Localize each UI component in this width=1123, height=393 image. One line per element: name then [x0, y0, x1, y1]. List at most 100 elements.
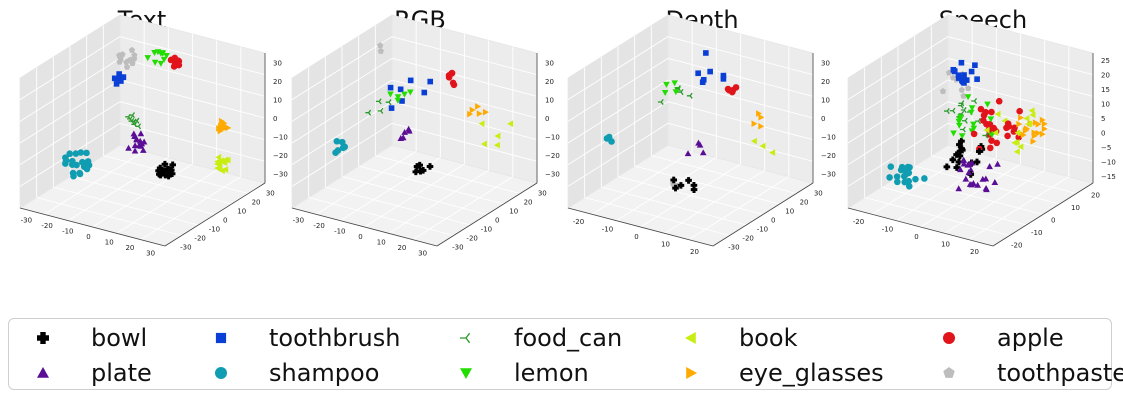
y-tick-label: -10	[481, 226, 492, 234]
y-tick-label: 0	[771, 217, 775, 225]
point-plate	[130, 130, 138, 137]
point-toothpaste	[377, 47, 384, 54]
y-tick-label: 0	[1051, 217, 1055, 225]
y-tick-label: -20	[742, 235, 753, 243]
point-toothbrush	[113, 81, 120, 87]
legend-item-book: book	[679, 323, 798, 353]
point-eye_glasses	[482, 108, 489, 116]
point-shampoo	[338, 138, 346, 146]
point-food_can	[982, 132, 989, 139]
point-toothpaste	[123, 63, 131, 70]
point-toothbrush	[388, 105, 395, 111]
point-toothbrush	[974, 76, 980, 82]
point-eye_glasses	[475, 103, 482, 110]
point-food_can	[949, 107, 956, 114]
point-shampoo	[66, 150, 74, 158]
point-food_can	[944, 108, 950, 115]
point-toothbrush	[955, 75, 962, 81]
x-tick-label: 0	[634, 233, 638, 241]
z-tick-label: −30	[821, 171, 836, 179]
point-shampoo	[886, 174, 893, 181]
y-tick-label: -20	[194, 235, 205, 243]
point-bowl	[168, 170, 176, 178]
point-eye_glasses	[220, 124, 227, 131]
point-book	[983, 126, 990, 134]
point-eye_glasses	[476, 110, 483, 117]
panel-speech: Speech-20-100102020100-10-202520151050−5…	[847, 6, 1116, 256]
legend-label: eye_glasses	[739, 359, 884, 387]
point-food_can	[377, 107, 384, 114]
z-tick-label: −10	[545, 134, 560, 142]
point-shampoo	[905, 182, 913, 190]
point-plate	[125, 144, 132, 151]
point-toothbrush	[961, 72, 967, 78]
lemon-marker-icon	[460, 368, 472, 379]
point-toothbrush	[120, 74, 127, 80]
point-plate	[699, 149, 707, 156]
point-shampoo	[893, 173, 901, 180]
point-toothpaste	[127, 56, 135, 63]
apple-marker-icon	[943, 332, 955, 344]
point-lemon	[387, 91, 394, 98]
point-book	[1013, 138, 1020, 146]
point-bowl	[166, 166, 174, 173]
point-toothbrush	[397, 86, 404, 93]
point-bowl	[155, 167, 162, 175]
y-tick-label: 20	[800, 199, 809, 207]
point-plate	[968, 159, 976, 166]
y-tick-label: -30	[180, 244, 191, 252]
point-toothpaste	[123, 58, 130, 65]
point-bowl	[159, 167, 167, 175]
z-tick-label: 15	[1101, 86, 1110, 94]
z-tick-label: −20	[821, 152, 836, 160]
z-tick-label: 30	[821, 59, 830, 67]
point-toothpaste	[965, 84, 972, 91]
point-food_can	[677, 89, 684, 96]
point-book	[759, 142, 766, 150]
point-bowl	[973, 158, 981, 166]
point-apple	[988, 137, 995, 144]
point-plate	[133, 136, 141, 143]
legend-label: shampoo	[269, 359, 380, 387]
point-lemon	[151, 50, 158, 56]
point-apple	[449, 79, 457, 87]
legend-item-toothbrush: toothbrush	[209, 323, 400, 353]
point-apple	[1011, 124, 1018, 132]
point-toothbrush	[695, 70, 701, 77]
point-bowl	[958, 137, 965, 145]
point-book	[218, 167, 225, 175]
point-food_can	[657, 98, 664, 106]
toothpaste-marker-icon	[943, 367, 955, 378]
point-plate	[982, 175, 990, 182]
point-bowl	[670, 176, 678, 184]
point-bowl	[169, 161, 176, 169]
z-tick-label: −20	[273, 152, 288, 160]
point-bowl	[956, 152, 964, 160]
y-tick-label: -30	[728, 244, 739, 252]
point-apple	[170, 63, 178, 70]
point-lemon	[957, 114, 964, 121]
point-lemon	[394, 94, 402, 101]
x-tick-label: 0	[86, 233, 90, 241]
point-lemon	[984, 101, 991, 108]
y-tick-label: -10	[1031, 229, 1042, 237]
point-lemon	[661, 89, 669, 96]
legend-label: lemon	[514, 359, 589, 387]
point-food_can	[385, 99, 392, 106]
x-tick-label: -10	[62, 228, 73, 236]
point-toothbrush	[399, 98, 405, 104]
z-tick-label: 20	[821, 78, 830, 86]
y-tick-label: 20	[252, 199, 261, 207]
point-lemon	[671, 80, 678, 87]
legend-item-eye_glasses: eye_glasses	[679, 358, 884, 388]
point-apple	[445, 74, 453, 81]
point-lemon	[163, 53, 170, 60]
legend-item-bowl: bowl	[31, 323, 147, 353]
legend-item-toothpaste: toothpaste	[937, 358, 1123, 388]
point-book	[1013, 148, 1020, 156]
point-eye_glasses	[1041, 125, 1048, 133]
y-tick-label: 10	[785, 208, 794, 216]
book-marker-icon	[685, 332, 696, 344]
point-lemon	[987, 116, 995, 123]
point-shampoo	[333, 137, 341, 145]
